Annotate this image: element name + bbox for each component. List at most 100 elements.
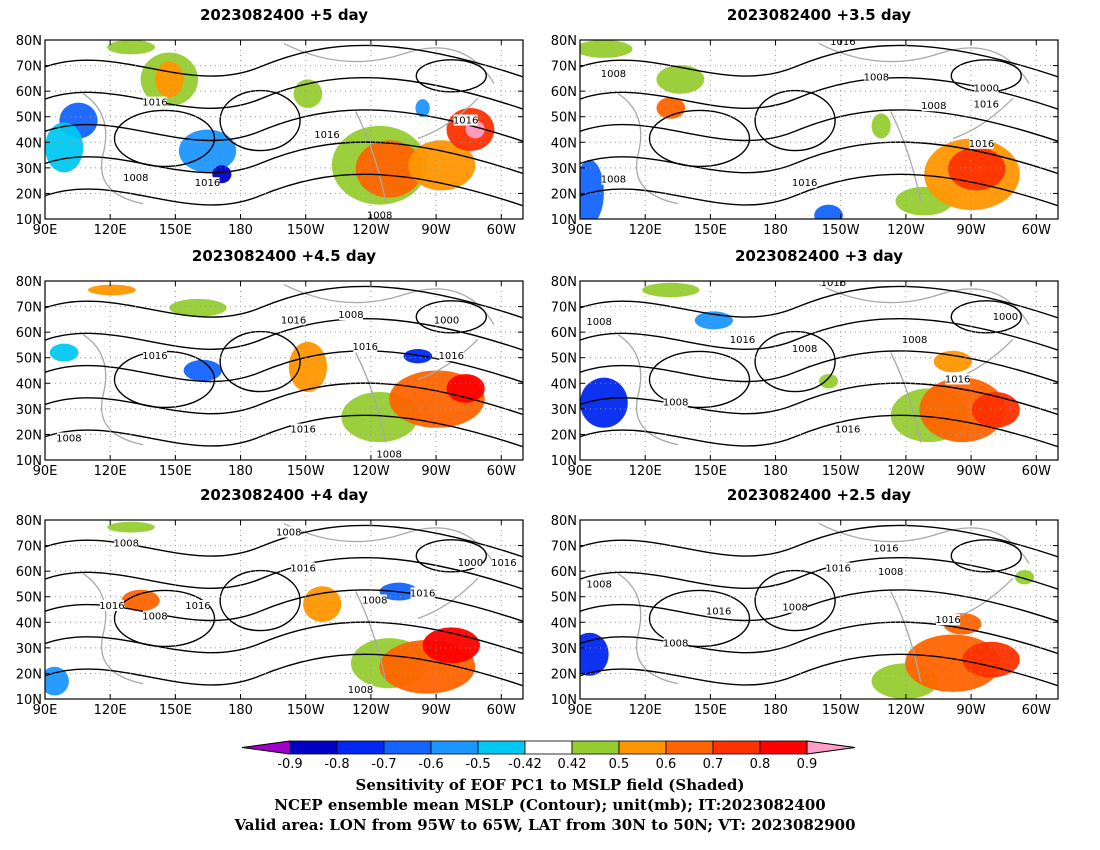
lat-label: 50N [16, 591, 42, 606]
colorbar-segment [383, 740, 432, 755]
sensitivity-shading [45, 122, 84, 173]
isobar-contour [580, 285, 1058, 319]
colorbar-label: 0.42 [558, 757, 587, 772]
lon-label: 120W [352, 464, 390, 479]
contour-label: 1016 [830, 37, 855, 48]
isobar-contour [45, 653, 523, 687]
lat-label: 30N [551, 642, 577, 657]
lon-label: 150E [694, 223, 727, 238]
sensitivity-shading [656, 65, 705, 94]
contour-label: 1008 [792, 344, 817, 355]
lat-label: 80N [551, 275, 577, 290]
isobar-contour [415, 539, 487, 573]
map-panel: 2023082400 +5 day 1016 1016 1008 1016 1016 100… [16, 6, 524, 238]
isobar-contour [580, 524, 1058, 558]
lon-label: 120E [629, 223, 662, 238]
lat-label: 20N [551, 187, 577, 202]
lat-label: 50N [16, 111, 42, 126]
contour-label: 1008 [367, 210, 392, 221]
contour-label: 1008 [338, 310, 363, 321]
lat-label: 10N [551, 213, 577, 228]
sensitivity-shading [49, 343, 79, 362]
isobar-contour [648, 109, 751, 168]
lat-label: 30N [16, 642, 42, 657]
lat-label: 20N [551, 667, 577, 682]
sensitivity-shading [88, 284, 136, 296]
lat-label: 80N [16, 514, 42, 529]
contour-label: 1008 [142, 612, 167, 623]
panel-title: 2023082400 +4.5 day [192, 247, 376, 265]
colorbar-label: -0.42 [508, 757, 542, 772]
lat-label: 80N [16, 34, 42, 49]
lat-label: 40N [551, 616, 577, 631]
lat-label: 60N [551, 326, 577, 341]
sensitivity-shading [169, 298, 227, 317]
isobar-contour [580, 109, 1058, 142]
lon-label: 150E [159, 223, 192, 238]
colorbar-label: 0.8 [750, 757, 771, 772]
isobar-contour [415, 59, 487, 93]
colorbar-segment [618, 740, 667, 755]
lon-label: 150E [159, 464, 192, 479]
colorbar-segment [665, 740, 714, 755]
lon-label: 90W [421, 223, 451, 238]
contour-label: 1016 [281, 315, 306, 326]
contour-label: 1008 [123, 173, 148, 184]
lat-label: 40N [551, 377, 577, 392]
sensitivity-shading [403, 349, 433, 364]
isobar-contour [45, 44, 523, 78]
lat-label: 70N [551, 301, 577, 316]
contour-label: 1008 [376, 450, 401, 461]
lon-label: 120E [94, 464, 127, 479]
colorbar-segment [712, 740, 761, 755]
panel-title: 2023082400 +3.5 day [727, 6, 911, 24]
map-frame [44, 280, 524, 461]
contour-label: 1016 [314, 130, 339, 141]
lon-label: 180 [228, 464, 253, 479]
isobar-contour [45, 285, 523, 319]
lon-label: 60W [487, 703, 517, 718]
lat-label: 70N [16, 540, 42, 555]
contour-label: 1016 [290, 425, 315, 436]
lon-label: 150W [287, 703, 325, 718]
isobar-contour [580, 317, 1058, 351]
isobar-contour [45, 141, 523, 175]
colorbar-segment [524, 740, 573, 755]
lat-label: 80N [16, 275, 42, 290]
footer-line-3: Valid area: LON from 95W to 65W, LAT fro… [233, 816, 855, 834]
lon-label: 60W [487, 464, 517, 479]
lon-label: 90E [568, 464, 593, 479]
sensitivity-shading [871, 113, 891, 139]
contour-label: 1016 [410, 588, 435, 599]
lat-label: 30N [551, 162, 577, 177]
map-frame [44, 39, 524, 220]
contour-label: 1016 [825, 563, 850, 574]
lat-label: 70N [16, 301, 42, 316]
lat-label: 50N [16, 352, 42, 367]
contour-label: 1008 [663, 639, 688, 650]
contour-label: 1016 [974, 99, 999, 110]
isobar-contour [580, 44, 1058, 78]
lon-label: 120W [887, 703, 925, 718]
contour-label: 1016 [873, 544, 898, 555]
contour-label: 1016 [969, 139, 994, 150]
map-frame [579, 280, 1059, 461]
isobar-contour [415, 300, 487, 334]
isobar-contour [113, 589, 216, 648]
colorbar-label: 0.9 [797, 757, 818, 772]
lon-label: 180 [763, 703, 788, 718]
colorbar-label: 0.7 [703, 757, 724, 772]
contour-label: 1016 [945, 374, 970, 385]
lat-label: 30N [551, 403, 577, 418]
sensitivity-shading [580, 159, 604, 219]
coastline [82, 42, 495, 205]
lat-label: 70N [551, 540, 577, 555]
isobar-contour [580, 173, 1058, 207]
colorbar-label: -0.5 [465, 757, 490, 772]
colorbar-label: -0.7 [371, 757, 396, 772]
lon-label: 180 [228, 223, 253, 238]
lon-label: 120E [629, 703, 662, 718]
coastline [617, 522, 1030, 685]
colorbar-end-triangle [241, 740, 291, 755]
